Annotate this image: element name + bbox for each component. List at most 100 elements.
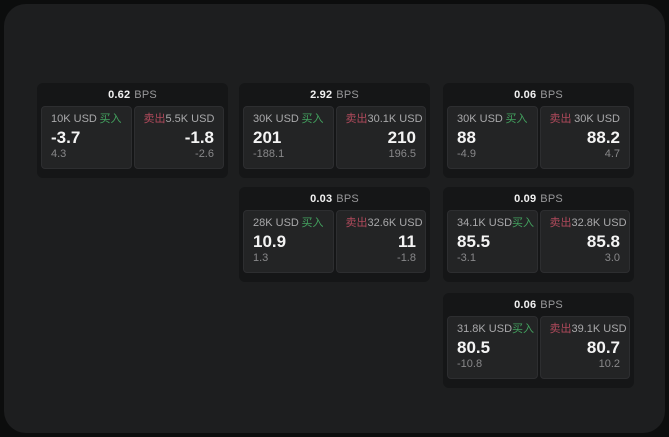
quote-body: 30K USD 买入 201 -188.1 卖出 30.1K USD 210 1… — [243, 106, 426, 169]
bps-unit-label: BPS — [134, 88, 157, 101]
bps-unit-label: BPS — [336, 88, 359, 101]
buy-tag: 买入 — [512, 217, 535, 229]
buy-tile-header: 28K USD 买入 — [253, 217, 324, 230]
bps-unit-label: BPS — [336, 192, 359, 205]
buy-tile[interactable]: 34.1K USD 买入 85.5 -3.1 — [447, 210, 538, 273]
buy-amount: 28K USD — [253, 217, 299, 229]
sell-value: 11 — [398, 231, 416, 251]
buy-delta: -4.9 — [457, 148, 476, 160]
buy-tile[interactable]: 30K USD 买入 201 -188.1 — [243, 106, 334, 169]
buy-tile-header: 30K USD 买入 — [457, 113, 528, 126]
quote-card: 0.62 BPS 10K USD 买入 -3.7 4.3 卖出 5.5K USD… — [37, 83, 228, 178]
buy-tile-header: 30K USD 买入 — [253, 113, 324, 126]
buy-tag: 买入 — [505, 113, 528, 125]
sell-delta: 10.2 — [598, 358, 620, 370]
sell-tile-header: 卖出 39.1K USD — [549, 323, 627, 336]
sell-amount: 32.8K USD — [571, 217, 627, 229]
buy-value: -3.7 — [51, 127, 81, 147]
quote-card: 0.06 BPS 30K USD 买入 88 -4.9 卖出 30K USD 8… — [443, 83, 634, 178]
buy-tile[interactable]: 30K USD 买入 88 -4.9 — [447, 106, 538, 169]
bps-header: 0.06 BPS — [443, 293, 634, 316]
sell-amount: 5.5K USD — [165, 113, 215, 125]
quote-card: 2.92 BPS 30K USD 买入 201 -188.1 卖出 30.1K … — [239, 83, 430, 178]
bps-unit-label: BPS — [540, 88, 563, 101]
buy-value: 85.5 — [457, 231, 491, 251]
sell-value: 88.2 — [586, 127, 620, 147]
bps-header: 0.09 BPS — [443, 187, 634, 210]
sell-tag: 卖出 — [549, 323, 572, 335]
sell-delta: 196.5 — [388, 148, 416, 160]
sell-tile-header: 卖出 30.1K USD — [345, 113, 423, 126]
buy-amount: 34.1K USD — [457, 217, 513, 229]
sell-delta: -2.6 — [195, 148, 214, 160]
quote-card: 0.06 BPS 31.8K USD 买入 80.5 -10.8 卖出 39.1… — [443, 293, 634, 388]
sell-delta: 4.7 — [604, 148, 620, 160]
sell-value: 80.7 — [586, 337, 620, 357]
quote-card: 0.03 BPS 28K USD 买入 10.9 1.3 卖出 32.6K US… — [239, 187, 430, 282]
buy-tag: 买入 — [301, 113, 324, 125]
bps-unit-label: BPS — [540, 298, 563, 311]
buy-value: 201 — [253, 127, 282, 147]
buy-tag: 买入 — [301, 217, 324, 229]
sell-tag: 卖出 — [549, 217, 572, 229]
buy-tile-header: 31.8K USD 买入 — [457, 323, 534, 336]
sell-tile-header: 卖出 5.5K USD — [144, 113, 215, 126]
sell-tile[interactable]: 卖出 30.1K USD 210 196.5 — [335, 106, 426, 169]
sell-tile[interactable]: 卖出 5.5K USD -1.8 -2.6 — [133, 106, 224, 169]
sell-tag: 卖出 — [143, 113, 166, 125]
buy-amount: 10K USD — [51, 113, 97, 125]
sell-value: 85.8 — [586, 231, 620, 251]
bps-header: 0.62 BPS — [37, 83, 228, 106]
sell-value: 210 — [387, 127, 416, 147]
sell-amount: 30K USD — [574, 113, 620, 125]
bps-value: 0.62 — [108, 88, 131, 101]
buy-delta: 4.3 — [51, 148, 67, 160]
bps-header: 0.06 BPS — [443, 83, 634, 106]
buy-amount: 30K USD — [457, 113, 503, 125]
buy-delta: -10.8 — [457, 358, 483, 370]
buy-value: 80.5 — [457, 337, 491, 357]
sell-amount: 39.1K USD — [571, 323, 627, 335]
buy-amount: 31.8K USD — [457, 323, 513, 335]
sell-tile-header: 卖出 30K USD — [550, 113, 621, 126]
buy-tile[interactable]: 28K USD 买入 10.9 1.3 — [243, 210, 334, 273]
bps-unit-label: BPS — [540, 192, 563, 205]
sell-tile[interactable]: 卖出 32.8K USD 85.8 3.0 — [539, 210, 630, 273]
buy-delta: 1.3 — [253, 252, 269, 264]
quote-card: 0.09 BPS 34.1K USD 买入 85.5 -3.1 卖出 32.8K… — [443, 187, 634, 282]
buy-value: 10.9 — [253, 231, 287, 251]
buy-delta: -188.1 — [253, 148, 285, 160]
buy-tile-header: 34.1K USD 买入 — [457, 217, 534, 230]
buy-value: 88 — [457, 127, 476, 147]
buy-tile-header: 10K USD 买入 — [51, 113, 122, 126]
sell-tile-header: 卖出 32.6K USD — [345, 217, 423, 230]
quote-body: 28K USD 买入 10.9 1.3 卖出 32.6K USD 11 -1.8 — [243, 210, 426, 273]
sell-tag: 卖出 — [549, 113, 572, 125]
sell-tag: 卖出 — [345, 217, 368, 229]
buy-tile[interactable]: 10K USD 买入 -3.7 4.3 — [41, 106, 132, 169]
buy-tag: 买入 — [99, 113, 122, 125]
bps-header: 0.03 BPS — [239, 187, 430, 210]
bps-value: 0.03 — [310, 192, 333, 205]
bps-header: 2.92 BPS — [239, 83, 430, 106]
sell-amount: 30.1K USD — [367, 113, 423, 125]
sell-tag: 卖出 — [345, 113, 368, 125]
sell-delta: -1.8 — [397, 252, 416, 264]
sell-tile-header: 卖出 32.8K USD — [549, 217, 627, 230]
buy-tile[interactable]: 31.8K USD 买入 80.5 -10.8 — [447, 316, 538, 379]
bps-value: 0.06 — [514, 298, 537, 311]
quote-body: 31.8K USD 买入 80.5 -10.8 卖出 39.1K USD 80.… — [447, 316, 630, 379]
bps-value: 0.09 — [514, 192, 537, 205]
sell-tile[interactable]: 卖出 39.1K USD 80.7 10.2 — [539, 316, 630, 379]
quote-body: 34.1K USD 买入 85.5 -3.1 卖出 32.8K USD 85.8… — [447, 210, 630, 273]
sell-value: -1.8 — [184, 127, 214, 147]
bps-value: 0.06 — [514, 88, 537, 101]
bps-value: 2.92 — [310, 88, 333, 101]
buy-delta: -3.1 — [457, 252, 476, 264]
sell-tile[interactable]: 卖出 32.6K USD 11 -1.8 — [335, 210, 426, 273]
quote-body: 30K USD 买入 88 -4.9 卖出 30K USD 88.2 4.7 — [447, 106, 630, 169]
sell-delta: 3.0 — [604, 252, 620, 264]
buy-amount: 30K USD — [253, 113, 299, 125]
sell-tile[interactable]: 卖出 30K USD 88.2 4.7 — [539, 106, 630, 169]
sell-amount: 32.6K USD — [367, 217, 423, 229]
